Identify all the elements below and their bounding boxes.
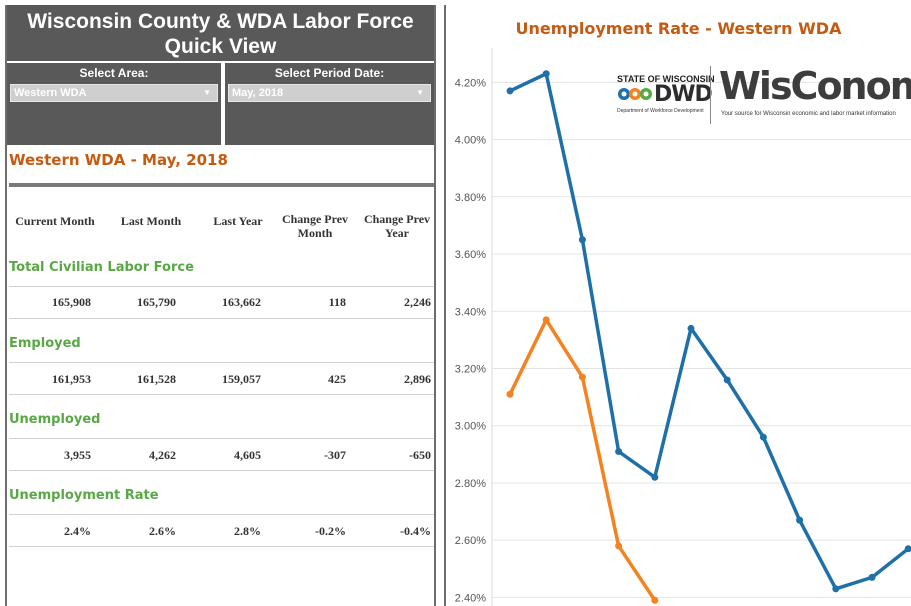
row-divider <box>9 546 434 547</box>
dwd-logo-icon <box>618 88 652 100</box>
data-point[interactable] <box>868 573 876 581</box>
table-cell: 165,790 <box>137 295 176 309</box>
dropdown-arrow-icon: ▼ <box>203 88 211 97</box>
area-filter: Select Area: Western WDA ▼ <box>7 63 221 145</box>
col-header-last-year: Last Year <box>213 214 263 228</box>
table-cell: -0.4% <box>400 524 431 538</box>
table-cell: 2,246 <box>404 295 431 309</box>
labor-force-panel: Wisconsin County & WDA Labor Force Quick… <box>5 5 436 606</box>
table-cell: -0.2% <box>315 524 346 538</box>
table-cell: 2.6% <box>149 524 176 538</box>
y-tick-label: 2.40% <box>455 592 486 604</box>
row-divider <box>9 514 434 515</box>
row-label-labor-force: Total Civilian Labor Force <box>9 260 194 275</box>
row-label-unemployed: Unemployed <box>9 412 101 427</box>
row-label-employed: Employed <box>9 336 81 351</box>
table-cell: 165,908 <box>52 295 91 309</box>
data-point[interactable] <box>796 516 804 524</box>
y-tick-label: 2.60% <box>455 535 486 547</box>
chart-panel: Unemployment Rate - Western WDA <box>444 5 911 606</box>
y-tick-label: 3.20% <box>455 363 486 375</box>
section-title: Western WDA - May, 2018 <box>9 151 228 169</box>
table-cell: 159,057 <box>222 372 261 386</box>
table-cell: 2.4% <box>64 524 91 538</box>
data-point[interactable] <box>615 447 623 455</box>
data-point[interactable] <box>651 473 659 481</box>
col-header-change-prev-year: Change Prev Year <box>363 212 431 240</box>
y-tick-label: 4.20% <box>455 77 486 89</box>
table-cell: 3,955 <box>64 448 91 462</box>
area-filter-label: Select Area: <box>79 66 149 80</box>
row-divider <box>9 318 434 319</box>
data-point[interactable] <box>506 390 514 398</box>
dwd-logo-subtext: Department of Workforce Development <box>617 108 704 114</box>
y-tick-label: 2.80% <box>455 478 486 490</box>
logo-divider <box>710 66 711 124</box>
data-point[interactable] <box>687 324 695 332</box>
row-divider <box>9 362 434 363</box>
chart-title: Unemployment Rate - Western WDA <box>515 19 842 38</box>
period-filter: Select Period Date: May, 2018 ▼ <box>225 63 434 145</box>
table-cell: 4,605 <box>234 448 261 462</box>
table-cell: 161,953 <box>52 372 91 386</box>
data-point[interactable] <box>615 542 623 550</box>
table-cell: 118 <box>328 295 346 309</box>
data-point[interactable] <box>904 545 911 553</box>
col-header-current-month: Current Month <box>15 214 95 228</box>
table-cell: 425 <box>328 372 346 386</box>
col-header-last-month: Last Month <box>120 214 182 228</box>
table-cell: 163,662 <box>222 295 261 309</box>
area-select-value: Western WDA <box>14 87 87 99</box>
y-tick-label: 4.00% <box>455 135 486 147</box>
y-tick-label: 3.00% <box>455 421 486 433</box>
row-divider <box>9 470 434 471</box>
row-label-unemployment-rate: Unemployment Rate <box>9 488 159 503</box>
dashboard-title: Wisconsin County & WDA Labor Force Quick… <box>7 5 434 61</box>
dwd-logo-text: DWD <box>654 82 713 107</box>
data-point[interactable] <box>723 376 731 384</box>
period-select-value: May, 2018 <box>232 87 284 99</box>
table-cell: -650 <box>409 448 431 462</box>
wisconomy-logo-subtext: Your source for Wisconsin economic and l… <box>721 111 896 117</box>
row-divider <box>9 438 434 439</box>
table-cell: 2.8% <box>234 524 261 538</box>
area-select[interactable]: Western WDA ▼ <box>10 84 218 102</box>
table-cell: 2,896 <box>404 372 431 386</box>
data-point[interactable] <box>651 596 659 604</box>
data-point[interactable] <box>506 87 514 95</box>
data-point[interactable] <box>578 236 586 244</box>
y-tick-label: 3.60% <box>455 249 486 261</box>
data-point[interactable] <box>542 70 550 78</box>
dropdown-arrow-icon: ▼ <box>416 88 424 97</box>
row-divider <box>9 394 434 395</box>
table-cell: -307 <box>324 448 346 462</box>
data-point[interactable] <box>759 433 767 441</box>
y-tick-label: 3.80% <box>455 192 486 204</box>
table-cell: 161,528 <box>137 372 176 386</box>
dwd-logo-top-text: STATE OF WISCONSIN <box>617 74 715 84</box>
series-line-0 <box>509 72 910 591</box>
data-point[interactable] <box>832 585 840 593</box>
period-filter-label: Select Period Date: <box>274 66 385 80</box>
data-point[interactable] <box>578 373 586 381</box>
section-divider <box>9 183 434 187</box>
wisconomy-logo: WisConomy <box>719 64 911 108</box>
y-tick-label: 3.40% <box>455 306 486 318</box>
period-select[interactable]: May, 2018 ▼ <box>228 84 431 102</box>
table-cell: 4,262 <box>149 448 176 462</box>
row-divider <box>9 286 434 287</box>
data-point[interactable] <box>542 316 550 324</box>
col-header-change-prev-month: Change Prev Month <box>281 212 349 240</box>
